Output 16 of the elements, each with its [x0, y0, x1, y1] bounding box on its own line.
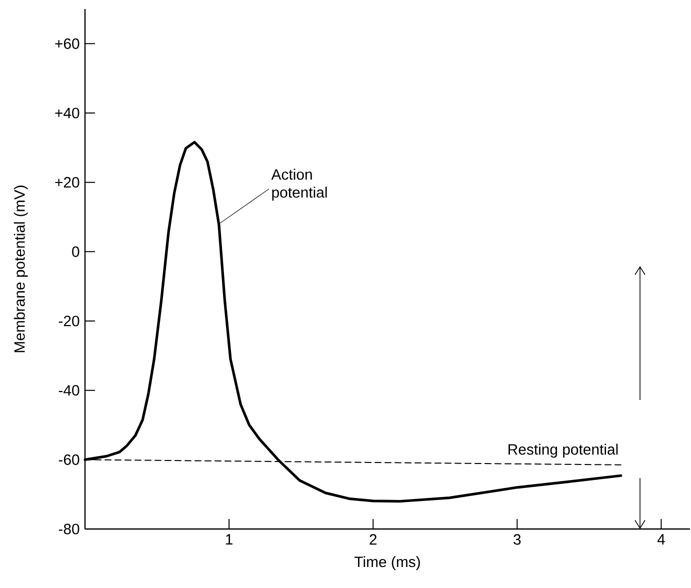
- y-tick-label: +40: [55, 108, 80, 118]
- annotation: Action potential: [271, 168, 327, 201]
- y-tick-label: +20: [55, 177, 80, 188]
- y-tick-label: -40: [58, 385, 80, 396]
- x-tick-label: 2: [370, 534, 377, 545]
- y-tick-label: -20: [58, 316, 80, 326]
- y-tick-label: -60: [58, 454, 80, 465]
- x-axis-title: Time (ms): [354, 556, 420, 570]
- y-axis-title: Membrane potential (mV): [14, 186, 28, 352]
- x-tick-label: 1: [226, 534, 232, 544]
- y-tick-label: -80: [58, 524, 80, 534]
- x-tick-label: 4: [657, 534, 665, 544]
- y-tick-label: 0: [72, 246, 80, 257]
- y-tick-label: +60: [55, 38, 80, 49]
- series-label: Resting potential: [508, 444, 618, 458]
- x-tick-label: 3: [514, 534, 521, 545]
